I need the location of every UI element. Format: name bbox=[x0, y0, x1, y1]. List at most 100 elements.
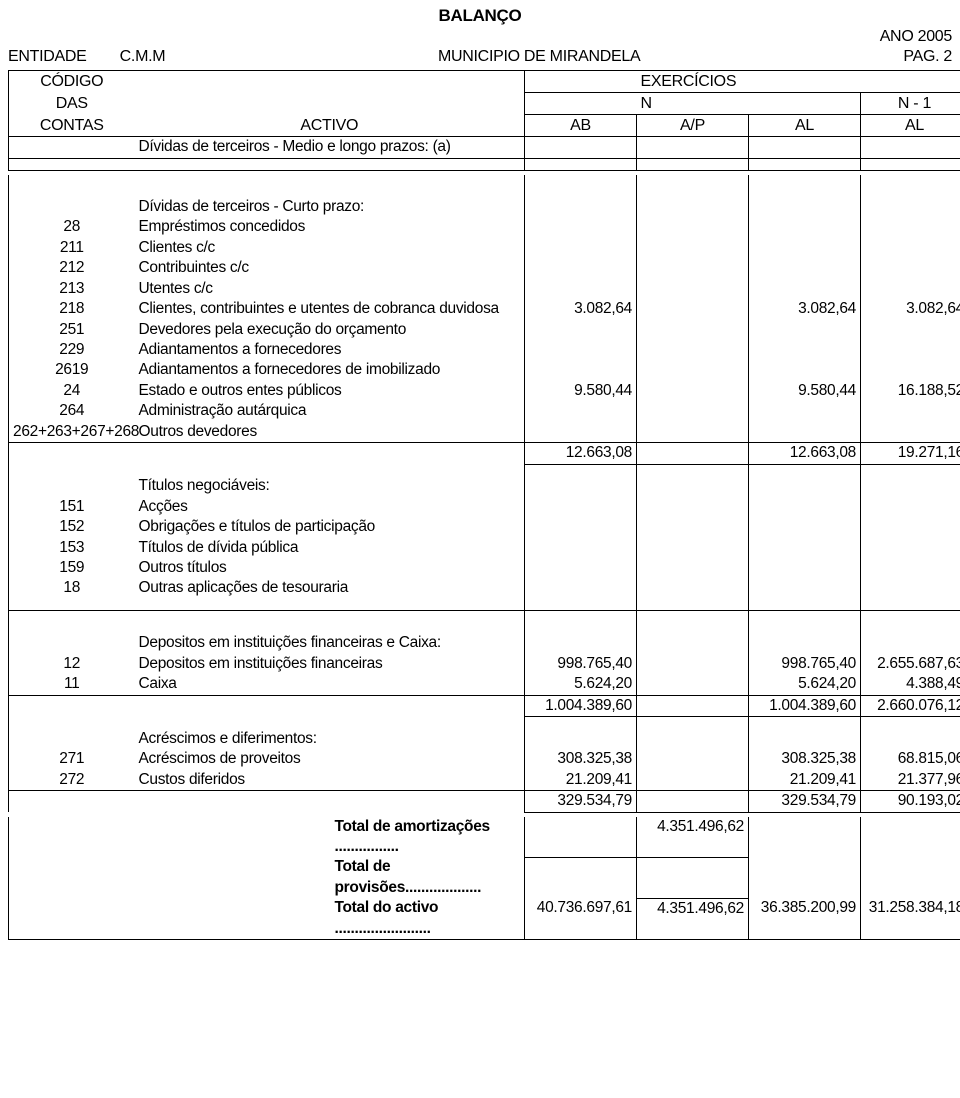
line-code: 159 bbox=[9, 558, 135, 578]
line-ap bbox=[637, 674, 749, 695]
row-first-desc: Dívidas de terceiros - Medio e longo pra… bbox=[135, 137, 525, 158]
line-ap bbox=[637, 538, 749, 558]
entity-name: MUNICIPIO DE MIRANDELA bbox=[308, 48, 832, 66]
line-al2 bbox=[861, 422, 960, 443]
line-code: 18 bbox=[9, 578, 135, 598]
line-al bbox=[749, 578, 861, 598]
gh-al bbox=[749, 476, 861, 496]
line-al2 bbox=[861, 558, 960, 578]
line-code: 151 bbox=[9, 497, 135, 517]
gh-ap bbox=[637, 633, 749, 653]
line-code: 28 bbox=[9, 217, 135, 237]
header-left bbox=[8, 28, 308, 46]
line-code: 152 bbox=[9, 517, 135, 537]
row-blank-ap bbox=[637, 137, 749, 158]
gh-al2 bbox=[861, 633, 960, 653]
line-code: 229 bbox=[9, 340, 135, 360]
line-ap bbox=[637, 279, 749, 299]
sep-desc bbox=[135, 158, 525, 170]
spacer-al2 bbox=[861, 611, 960, 634]
line-code: 264 bbox=[9, 401, 135, 421]
subtotal-desc bbox=[135, 791, 525, 812]
line-ap bbox=[637, 578, 749, 598]
line-al2 bbox=[861, 238, 960, 258]
line-ap bbox=[637, 497, 749, 517]
gh-al2 bbox=[861, 197, 960, 217]
line-desc: Custos diferidos bbox=[135, 770, 525, 791]
group-header: Depositos em instituições financeiras e … bbox=[135, 633, 525, 653]
line-al2 bbox=[861, 578, 960, 598]
line-ab bbox=[525, 279, 637, 299]
head-blank2-al bbox=[749, 93, 861, 115]
group-header-code bbox=[9, 729, 135, 749]
line-ab bbox=[525, 360, 637, 380]
year-label: ANO 2005 bbox=[832, 28, 952, 46]
subtotal-al2: 2.660.076,12 bbox=[861, 695, 960, 716]
line-ab bbox=[525, 401, 637, 421]
line-code: 271 bbox=[9, 749, 135, 769]
line-ab bbox=[525, 217, 637, 237]
head-blank-ab bbox=[525, 71, 637, 93]
line-desc: Utentes c/c bbox=[135, 279, 525, 299]
line-code: 12 bbox=[9, 654, 135, 674]
gh-ab bbox=[525, 633, 637, 653]
line-ab bbox=[525, 340, 637, 360]
head-n1: N - 1 bbox=[861, 93, 960, 115]
tot-amort-al2 bbox=[861, 817, 960, 858]
line-desc: Caixa bbox=[135, 674, 525, 695]
tot-act-ap: 4.351.496,62 bbox=[637, 898, 749, 939]
gh-ap bbox=[637, 197, 749, 217]
line-ab: 3.082,64 bbox=[525, 299, 637, 319]
subtotal-al2: 19.271,16 bbox=[861, 443, 960, 464]
gh-ab bbox=[525, 197, 637, 217]
line-code: 211 bbox=[9, 238, 135, 258]
subtotal-ap bbox=[637, 443, 749, 464]
line-al2 bbox=[861, 279, 960, 299]
grp-sep-al bbox=[749, 599, 861, 611]
line-desc: Devedores pela execução do orçamento bbox=[135, 320, 525, 340]
line-ab: 9.580,44 bbox=[525, 381, 637, 401]
subtotal-ap bbox=[637, 791, 749, 812]
tot-amort-ab bbox=[525, 817, 637, 858]
page-title: BALANÇO bbox=[8, 6, 952, 26]
line-code: 262+263+267+268 bbox=[9, 422, 135, 443]
line-ab: 308.325,38 bbox=[525, 749, 637, 769]
head-n: N bbox=[637, 93, 749, 115]
line-al bbox=[749, 401, 861, 421]
spacer-code bbox=[9, 175, 135, 197]
line-desc: Clientes c/c bbox=[135, 238, 525, 258]
head-al: AL bbox=[749, 115, 861, 137]
spacer-al bbox=[749, 175, 861, 197]
entity-label: ENTIDADE bbox=[8, 48, 87, 65]
subtotal-desc bbox=[135, 695, 525, 716]
line-ab bbox=[525, 422, 637, 443]
head-codigo-3: CONTAS bbox=[9, 115, 135, 137]
group-header: Dívidas de terceiros - Curto prazo: bbox=[135, 197, 525, 217]
gh-al bbox=[749, 729, 861, 749]
gh-ab bbox=[525, 476, 637, 496]
line-al2: 4.388,49 bbox=[861, 674, 960, 695]
row-blank-code bbox=[9, 137, 135, 158]
group-header: Acréscimos e diferimentos: bbox=[135, 729, 525, 749]
spacer-ab bbox=[525, 717, 637, 729]
line-desc: Contribuintes c/c bbox=[135, 258, 525, 278]
line-al bbox=[749, 217, 861, 237]
spacer-desc bbox=[135, 464, 525, 476]
line-ab bbox=[525, 538, 637, 558]
group-header-code bbox=[9, 633, 135, 653]
subtotal-ab: 12.663,08 bbox=[525, 443, 637, 464]
line-al2 bbox=[861, 517, 960, 537]
spacer-ab bbox=[525, 464, 637, 476]
line-al bbox=[749, 238, 861, 258]
line-code: 24 bbox=[9, 381, 135, 401]
line-ap bbox=[637, 217, 749, 237]
line-ap bbox=[637, 401, 749, 421]
line-ap bbox=[637, 238, 749, 258]
entity-code: C.M.M bbox=[120, 48, 166, 65]
line-al2: 68.815,06 bbox=[861, 749, 960, 769]
subtotal-desc bbox=[135, 443, 525, 464]
line-ap bbox=[637, 749, 749, 769]
spacer-code bbox=[9, 611, 135, 634]
tot-act-label: Total do activo ........................ bbox=[135, 898, 525, 939]
line-al2 bbox=[861, 497, 960, 517]
